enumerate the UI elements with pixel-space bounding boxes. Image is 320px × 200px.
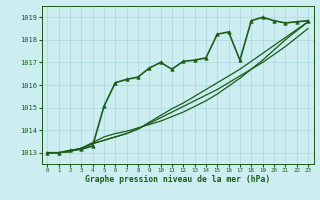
X-axis label: Graphe pression niveau de la mer (hPa): Graphe pression niveau de la mer (hPa) bbox=[85, 175, 270, 184]
